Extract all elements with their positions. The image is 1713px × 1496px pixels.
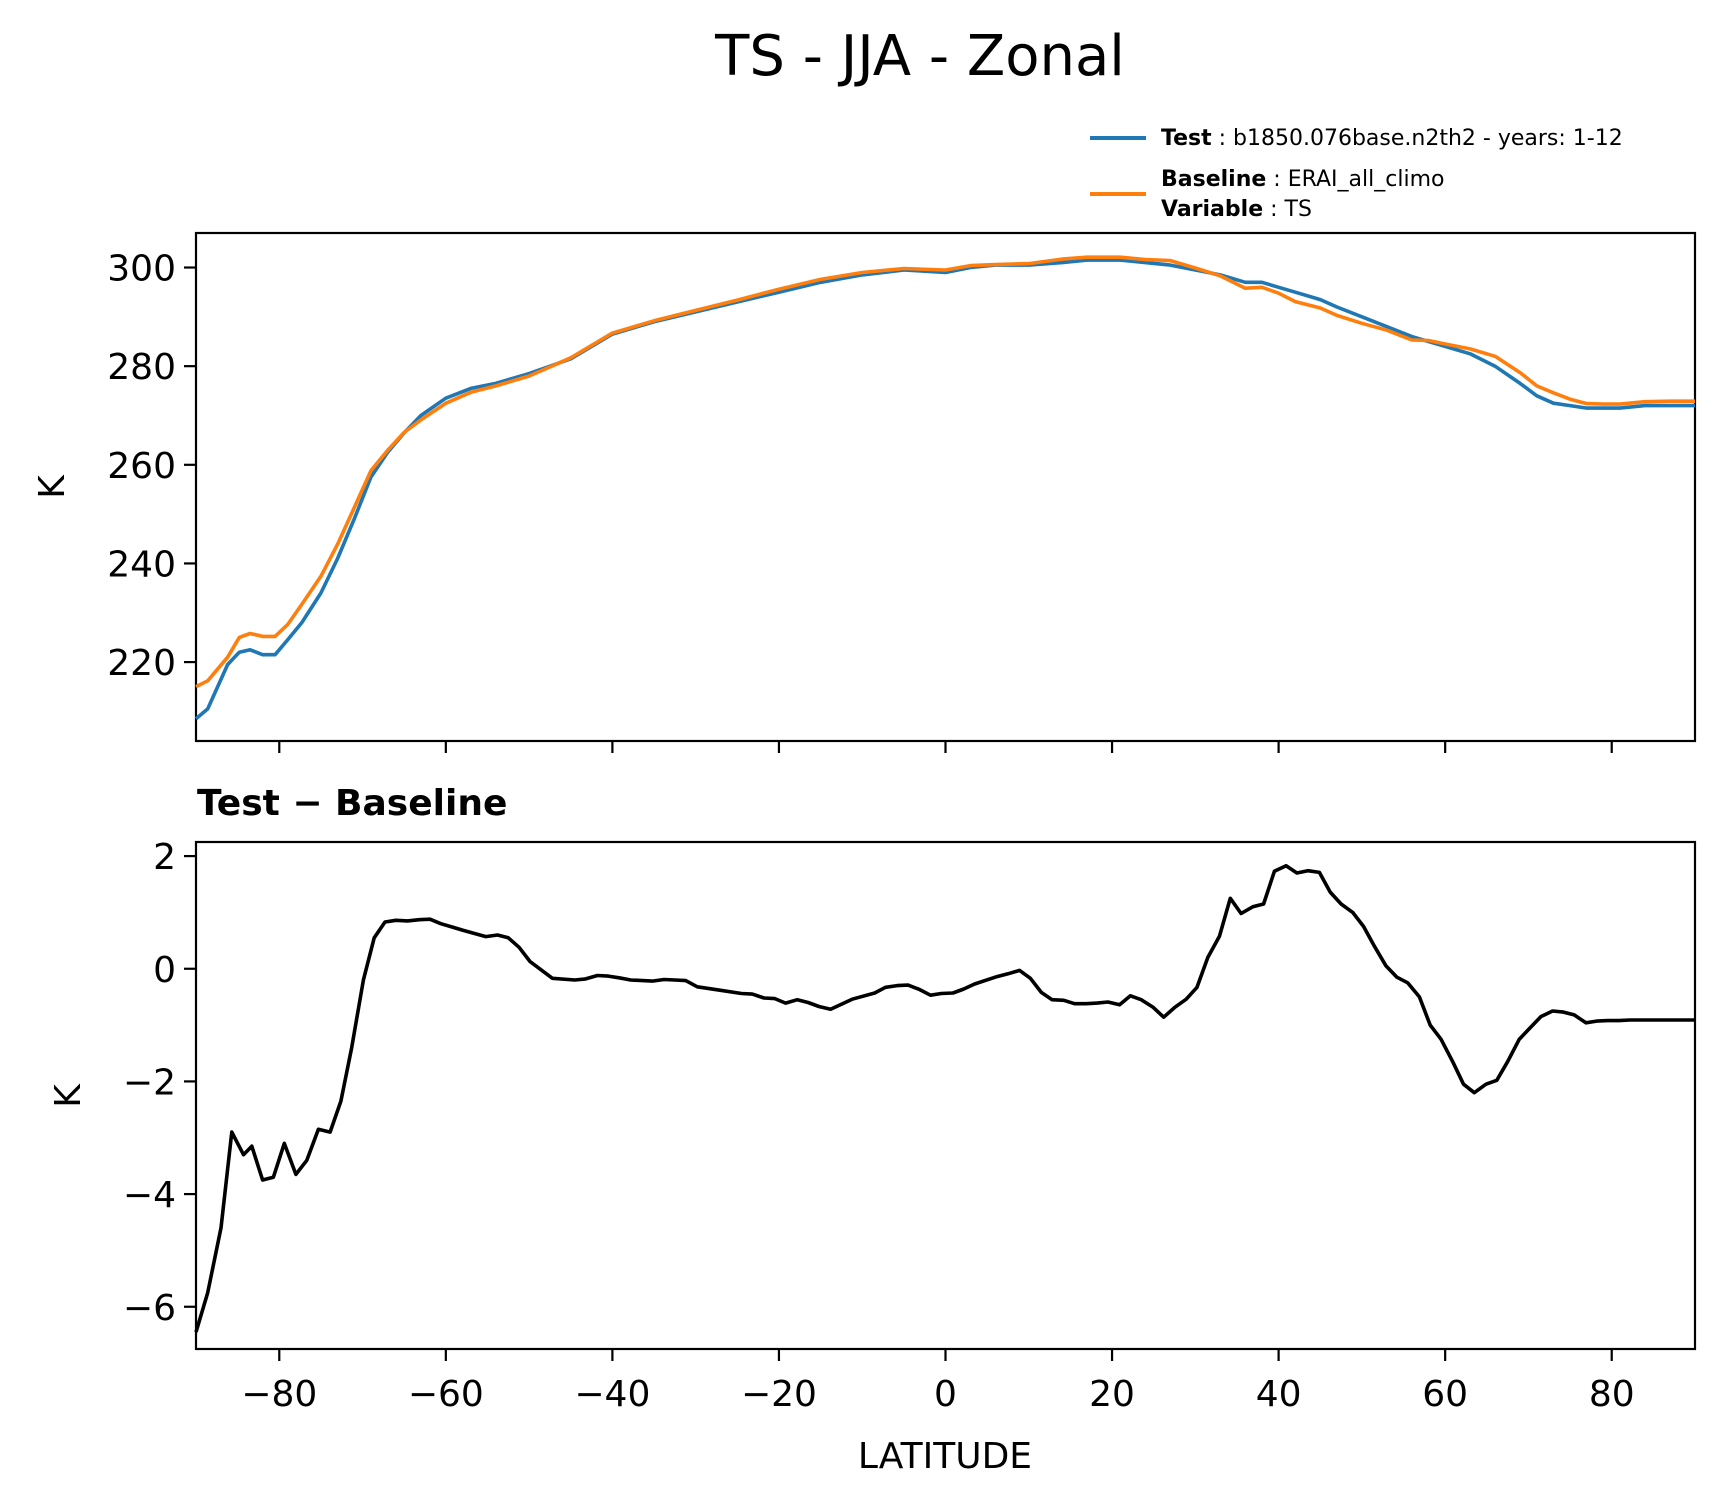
bottom-y-tick-label: 0 [153,950,176,991]
legend: Test : b1850.076base.n2th2 - years: 1-12… [1090,126,1623,222]
bottom-x-tick-label: −20 [741,1374,817,1415]
bottom-subtitle: Test − Baseline [197,783,507,824]
bottom-x-tick-label: −80 [241,1374,317,1415]
bottom-x-tick-label: 80 [1589,1374,1635,1415]
legend-variable-value: TS [1284,197,1312,222]
legend-baseline-value: ERAI_all_climo [1288,167,1445,192]
bottom-x-tick-label: 40 [1256,1374,1302,1415]
legend-variable-key: Variable [1161,197,1263,222]
bottom-x-tick-label: 0 [934,1374,957,1415]
bottom-y-tick-label: 2 [153,837,176,878]
bottom-x-tick-label: 60 [1422,1374,1468,1415]
top-y-tick-label: 300 [107,249,176,290]
top-y-tick-label: 240 [107,544,176,585]
top-plot-frame [194,231,1697,743]
bottom-y-tick-label: −2 [123,1062,176,1103]
top-series-test-line [194,258,1695,721]
legend-baseline-key: Baseline [1161,167,1266,192]
top-y-tick-label: 280 [107,347,176,388]
legend-test-sep: : [1212,126,1233,151]
top-y-tick-label: 220 [107,643,176,684]
bottom-xlabel: LATITUDE [858,1436,1032,1477]
bottom-x-tick-label: 20 [1089,1374,1135,1415]
bottom-y-tick-label: −6 [123,1288,176,1329]
top-panel: K 220 240 260 280 300 [32,231,1697,753]
bottom-panel: Test − Baseline K LATITUDE −80 −60 −40 −20 0… [48,783,1697,1477]
top-y-tick-label: 260 [107,446,176,487]
legend-variable-text: Variable : TS [1161,197,1312,222]
bottom-x-tick-label: −40 [574,1374,650,1415]
legend-test-key: Test [1161,126,1212,151]
legend-baseline-sep: : [1266,167,1287,192]
legend-baseline-text: Baseline : ERAI_all_climo [1161,167,1444,192]
bottom-series-difference-line [194,863,1695,1333]
legend-variable-sep: : [1263,197,1284,222]
top-series-baseline-line [195,255,1695,689]
figure-title: TS - JJA - Zonal [714,24,1125,89]
bottom-x-tick-label: −60 [408,1374,484,1415]
top-ylabel: K [32,474,73,499]
legend-test-text: Test : b1850.076base.n2th2 - years: 1-12 [1161,126,1623,151]
legend-test-value: b1850.076base.n2th2 - years: 1-12 [1233,126,1623,151]
bottom-y-tick-label: −4 [123,1175,176,1216]
bottom-ylabel: K [48,1083,89,1108]
